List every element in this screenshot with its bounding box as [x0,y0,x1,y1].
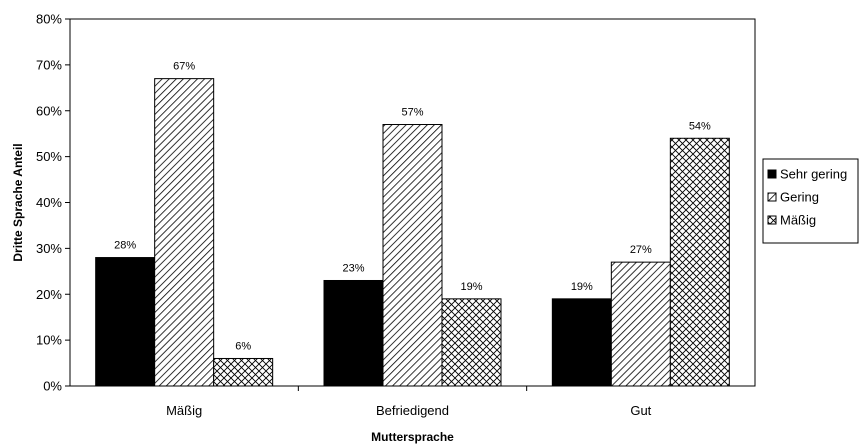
y-tick-label: 80% [36,12,62,27]
x-tick-label: Mäßig [166,403,202,418]
bar [323,279,384,387]
data-label: 23% [342,262,364,274]
legend-swatch [767,192,777,202]
legend-label: Mäßig [780,213,816,228]
y-tick-label: 50% [36,149,62,164]
y-tick-label: 30% [36,241,62,256]
y-tick-label: 60% [36,103,62,118]
data-label: 57% [401,107,423,119]
bar [669,137,730,387]
data-label: 6% [235,340,251,352]
y-tick-label: 40% [36,195,62,210]
data-label: 28% [114,240,136,252]
y-tick-label: 0% [43,379,62,394]
x-tick-label: Befriedigend [376,403,449,418]
y-tick-label: 70% [36,57,62,72]
legend-box [762,158,859,244]
legend-label: Gering [780,190,819,205]
data-label: 54% [689,120,711,132]
legend-swatch [767,215,777,225]
y-tick-label: 10% [36,333,62,348]
data-label: 19% [571,281,593,293]
bar [610,261,671,387]
y-axis-title: Dritte Sprache Anteil [11,143,25,261]
bar [551,298,612,387]
legend-swatch [767,169,777,179]
bar [154,78,215,387]
x-tick-label: Gut [630,403,651,418]
bar [213,357,274,387]
x-axis-title: Muttersprache [371,430,454,444]
legend: Sehr gering Gering Mäßig [762,158,859,244]
bar [441,298,502,387]
y-tick-label: 20% [36,287,62,302]
data-label: 19% [460,281,482,293]
data-label: 27% [630,244,652,256]
bar [95,257,156,387]
data-label: 67% [173,61,195,73]
legend-label: Sehr gering [780,167,847,182]
bar [382,124,443,387]
